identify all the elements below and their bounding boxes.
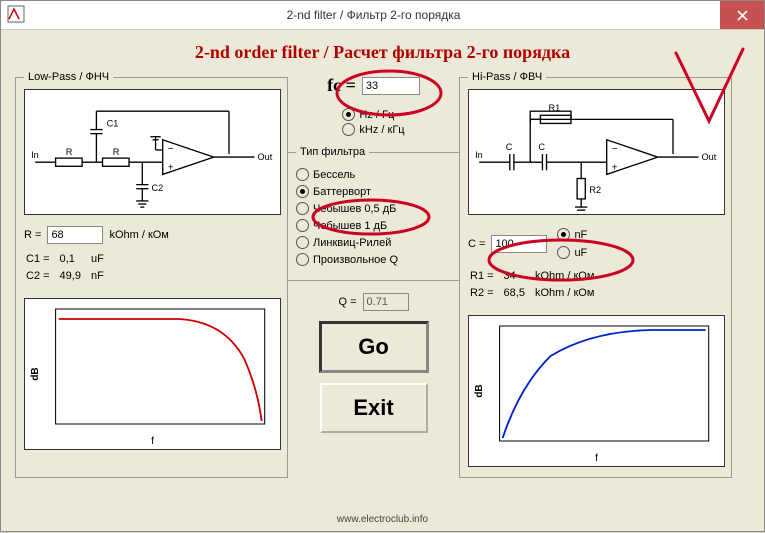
lowpass-group: Low-Pass / ФНЧ In Out R R C1 C2 — [15, 71, 288, 478]
go-button[interactable]: Go — [319, 321, 429, 373]
hipass-legend: Hi-Pass / ФВЧ — [468, 71, 546, 83]
fc-input[interactable] — [362, 77, 420, 95]
lowpass-r-input[interactable] — [47, 226, 103, 244]
cap-unit-uf[interactable]: uF — [557, 246, 587, 259]
svg-text:+: + — [612, 162, 618, 173]
hipass-graph: dB f — [468, 315, 725, 467]
freq-unit-khz[interactable]: kHz / кГц — [342, 123, 404, 136]
close-icon — [737, 10, 748, 21]
radio-icon — [296, 185, 309, 198]
page-title: 2-nd order filter / Расчет фильтра 2-го … — [15, 42, 750, 63]
filter-type-cheb1[interactable]: Чебышев 1 дБ — [296, 219, 451, 232]
svg-text:R: R — [66, 147, 73, 157]
radio-icon — [557, 228, 570, 241]
svg-text:+: + — [168, 162, 174, 173]
radio-icon — [342, 108, 355, 121]
svg-text:Out: Out — [702, 152, 717, 162]
hipass-schematic: In Out C C R1 R2 − + — [468, 89, 725, 215]
q-input[interactable] — [363, 293, 409, 311]
freq-unit-hz[interactable]: Hz / Гц — [342, 108, 404, 121]
svg-text:−: − — [168, 144, 174, 155]
svg-text:R2: R2 — [589, 185, 601, 195]
filter-type-linkwitz[interactable]: Линквиц-Рилей — [296, 236, 451, 249]
footer-url: www.electroclub.info — [1, 514, 764, 525]
cap-unit-group: nF uF — [557, 226, 587, 261]
svg-text:In: In — [475, 150, 483, 160]
svg-text:−: − — [612, 144, 618, 155]
q-label: Q = — [338, 296, 356, 308]
c-label: C = — [468, 238, 485, 250]
fc-label: fc = — [327, 75, 356, 96]
filter-type-custom-q[interactable]: Произвольное Q — [296, 253, 451, 266]
lowpass-graph: dB f — [24, 298, 281, 450]
radio-icon — [296, 168, 309, 181]
lowpass-results: C1 =0,1uF C2 =49,9nF — [24, 250, 114, 286]
app-icon — [7, 5, 27, 25]
filter-type-bessel[interactable]: Бессель — [296, 168, 451, 181]
center-column: fc = Hz / Гц kHz / кГц Тип фильтра Бессе… — [296, 71, 451, 478]
filter-type-butterworth[interactable]: Баттерворт — [296, 185, 451, 198]
svg-text:C2: C2 — [151, 183, 163, 193]
lowpass-legend: Low-Pass / ФНЧ — [24, 71, 113, 83]
svg-text:R: R — [113, 147, 120, 157]
svg-text:C1: C1 — [107, 119, 119, 129]
cap-unit-nf[interactable]: nF — [557, 228, 587, 241]
r-label: R = — [24, 229, 41, 241]
filter-type-group: Тип фильтра Бессель Баттерворт Чебышев 0… — [287, 146, 460, 281]
radio-icon — [296, 202, 309, 215]
svg-text:C: C — [538, 142, 545, 152]
close-button[interactable] — [720, 1, 764, 29]
svg-text:C: C — [506, 142, 513, 152]
titlebar: 2-nd filter / Фильтр 2-го порядка — [1, 1, 764, 30]
svg-text:In: In — [31, 150, 39, 160]
filter-type-cheb05[interactable]: Чебышев 0,5 дБ — [296, 202, 451, 215]
r-unit: kOhm / кОм — [109, 229, 168, 241]
hipass-group: Hi-Pass / ФВЧ In Out C C R1 — [459, 71, 732, 478]
exit-button[interactable]: Exit — [320, 383, 428, 433]
hipass-results: R1 =34kOhm / кОм R2 =68,5kOhm / кОм — [468, 267, 604, 303]
svg-text:R1: R1 — [549, 103, 561, 113]
radio-icon — [296, 253, 309, 266]
freq-unit-group: Hz / Гц kHz / кГц — [342, 106, 404, 138]
svg-text:Out: Out — [258, 152, 273, 162]
radio-icon — [296, 219, 309, 232]
lowpass-schematic: In Out R R C1 C2 − + — [24, 89, 281, 215]
radio-icon — [342, 123, 355, 136]
hipass-c-input[interactable] — [491, 235, 547, 253]
window-title: 2-nd filter / Фильтр 2-го порядка — [27, 8, 720, 22]
radio-icon — [557, 246, 570, 259]
radio-icon — [296, 236, 309, 249]
